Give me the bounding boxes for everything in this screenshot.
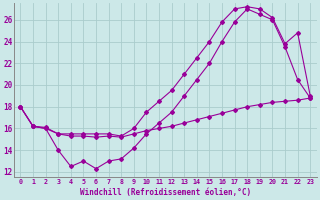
X-axis label: Windchill (Refroidissement éolien,°C): Windchill (Refroidissement éolien,°C) [80, 188, 251, 197]
